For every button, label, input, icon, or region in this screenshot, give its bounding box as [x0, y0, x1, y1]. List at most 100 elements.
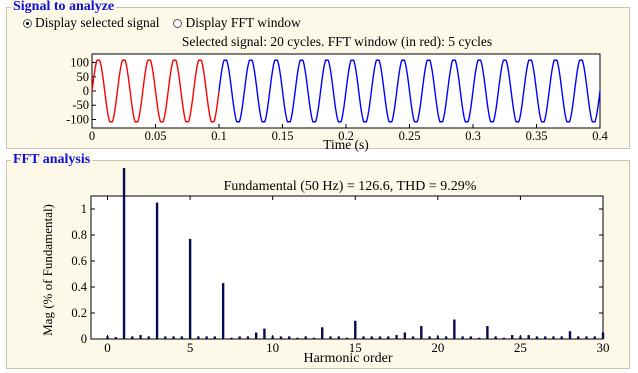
- fft-bar: [329, 336, 332, 339]
- signal-x-tick-label: 0.1: [211, 129, 227, 143]
- fft-bar: [254, 332, 258, 339]
- fft-bar: [122, 168, 126, 339]
- fft-bar: [312, 337, 316, 339]
- fft-x-tick-label: 25: [514, 340, 527, 355]
- fft-bars: [106, 168, 605, 339]
- signal-panel-title: Signal to analyze: [11, 0, 117, 15]
- fft-bar: [345, 337, 349, 339]
- fft-bar: [164, 336, 167, 339]
- fft-summary-text: Fundamental (50 Hz) = 126.6, THD = 9.29%: [224, 179, 477, 194]
- signal-x-tick-label: 0.15: [272, 129, 294, 143]
- signal-x-tick-label: 0.3: [465, 129, 481, 143]
- display-mode-radio-group: Display selected signal Display FFT wind…: [23, 16, 301, 30]
- fft-bar: [271, 336, 274, 339]
- fft-bar: [296, 337, 299, 339]
- fft-x-tick-label: 30: [597, 340, 610, 355]
- fft-bar: [188, 238, 192, 339]
- fft-bar: [403, 332, 407, 339]
- display-selected-signal-radio[interactable]: Display selected signal: [23, 16, 159, 30]
- signal-plot: Selected signal: 20 cycles. FFT window (…: [66, 34, 608, 152]
- fft-bar: [238, 336, 241, 339]
- fft-bar: [535, 336, 539, 339]
- fft-y-tick-label: 0: [81, 332, 87, 346]
- fft-bar: [263, 328, 266, 339]
- signal-x-tick-label: 0.4: [592, 129, 608, 143]
- fft-bar: [362, 336, 365, 339]
- fft-bar: [568, 331, 572, 339]
- fft-x-tick-label: 15: [349, 340, 362, 355]
- signal-x-tick-label: 0.05: [145, 129, 167, 143]
- fft-x-tick-label: 0: [104, 340, 111, 355]
- fft-bar: [428, 336, 431, 339]
- fft-bar: [246, 336, 250, 339]
- fft-bar: [494, 336, 497, 339]
- fft-bar: [180, 336, 184, 339]
- signal-y-tick-label: -100: [66, 112, 89, 126]
- signal-x-tick-label: 0: [89, 129, 95, 143]
- signal-y-tick-label: -50: [72, 98, 89, 112]
- fft-bar: [131, 336, 134, 339]
- fft-y-tick-label: 0.8: [71, 228, 87, 242]
- radio-unchecked-icon: [173, 18, 183, 28]
- fft-bar: [453, 319, 456, 339]
- fft-bar: [519, 336, 522, 339]
- fft-x-tick-label: 5: [187, 340, 194, 355]
- fft-bar: [502, 337, 506, 339]
- fft-bar: [114, 337, 117, 339]
- fft-bar: [287, 336, 291, 339]
- fft-y-axis-label: Mag (% of Fundamental): [40, 204, 55, 336]
- fft-bar: [378, 336, 382, 339]
- fft-bar: [155, 202, 159, 339]
- fft-bar: [486, 326, 489, 339]
- fft-x-tick-label: 10: [266, 340, 279, 355]
- fft-bar: [601, 332, 605, 339]
- signal-info-text: Selected signal: 20 cycles. FFT window (…: [182, 34, 492, 49]
- signal-y-tick-label: 50: [77, 70, 90, 84]
- fft-bar: [577, 336, 580, 339]
- signal-y-tick-label: 0: [83, 84, 89, 98]
- fft-bar: [469, 336, 473, 339]
- fft-bar: [279, 336, 283, 339]
- fft-bar: [436, 336, 440, 339]
- fft-bar: [387, 336, 390, 339]
- signal-x-tick-label: 0.2: [338, 129, 354, 143]
- signal-x-axis-label: Time (s): [323, 137, 369, 152]
- fft-bar: [593, 336, 596, 339]
- fft-bar: [304, 336, 307, 339]
- fft-bar: [370, 336, 373, 339]
- fft-bar: [139, 335, 142, 339]
- fft-bar: [420, 326, 423, 339]
- selected-signal-line: [218, 59, 601, 123]
- fft-y-tick-label: 0.6: [71, 254, 87, 268]
- display-fft-window-radio[interactable]: Display FFT window: [173, 15, 301, 30]
- fft-bar: [552, 336, 555, 339]
- fft-bar: [543, 336, 547, 339]
- signal-y-tick-label: 100: [70, 56, 89, 70]
- signal-x-tick-label: 0.25: [399, 129, 421, 143]
- fft-bar: [477, 337, 481, 339]
- fft-bar: [510, 335, 514, 339]
- fft-bar: [444, 336, 448, 339]
- fft-bar: [230, 337, 233, 339]
- fft-bar: [354, 320, 357, 339]
- signal-x-tick-label: 0.35: [526, 129, 548, 143]
- signal-series: [91, 59, 601, 123]
- fft-y-tick-label: 1: [81, 202, 87, 216]
- fft-x-axis: 0 5 10 15 20 25 30: [104, 196, 610, 355]
- fft-y-tick-label: 0.4: [71, 280, 87, 294]
- fft-bar: [395, 335, 398, 339]
- display-selected-signal-label: Display selected signal: [35, 15, 160, 30]
- fft-plot: Fundamental (50 Hz) = 126.6, THD = 9.29%…: [40, 168, 610, 366]
- fft-bar: [221, 283, 225, 339]
- fft-x-axis-label: Harmonic order: [303, 351, 392, 366]
- fft-bar: [411, 336, 415, 339]
- fft-bar: [461, 336, 464, 339]
- fft-bar: [147, 336, 151, 339]
- fft-bar: [321, 327, 324, 339]
- fft-bar: [337, 336, 340, 339]
- signal-x-axis: 0 0.05 0.1 0.15 0.2 0.25 0.3 0.35 0.4: [89, 124, 609, 143]
- display-fft-window-label: Display FFT window: [185, 15, 301, 30]
- fft-bar: [560, 336, 563, 339]
